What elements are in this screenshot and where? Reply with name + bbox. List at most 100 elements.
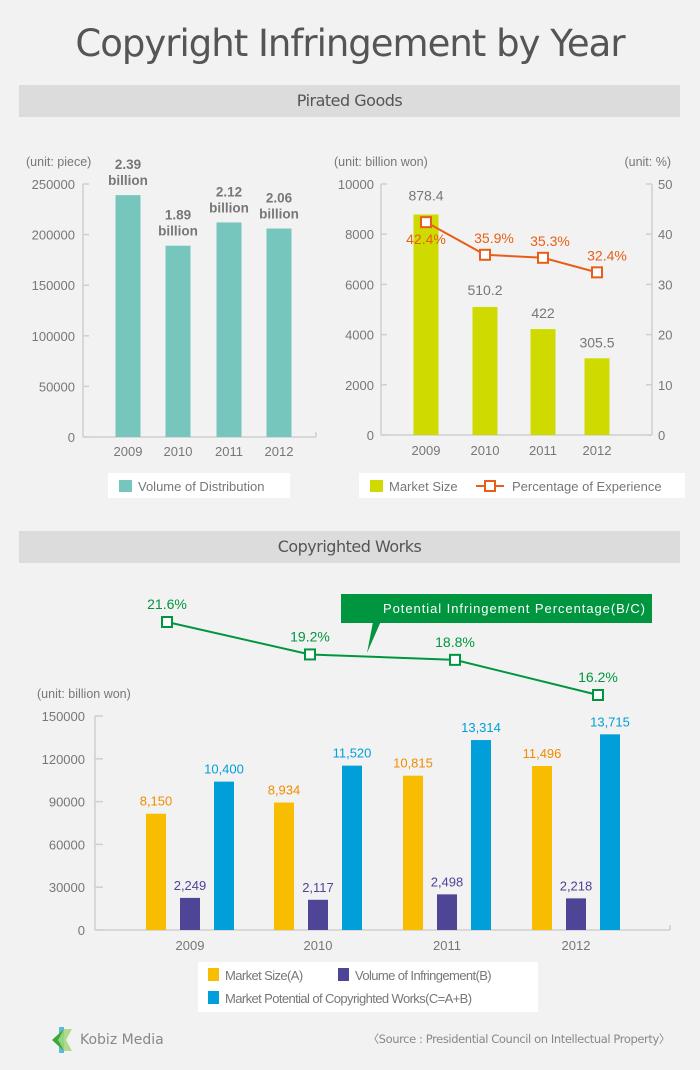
data-label: 2,498 [431, 874, 464, 889]
data-label: 510.2 [467, 282, 502, 298]
data-label-potential: 18.8% [435, 634, 475, 650]
bar-volume-2012 [266, 228, 292, 437]
data-label-percentage: 32.4% [587, 247, 627, 263]
bar-market-potential-c-2012 [600, 734, 620, 930]
data-label: 1.89 [165, 208, 191, 223]
x-tick-label: 2010 [164, 444, 193, 459]
y-tick-label: 60000 [49, 837, 85, 852]
data-label: 2,117 [302, 880, 334, 895]
data-label: 2,218 [560, 878, 593, 893]
x-tick-label: 2011 [215, 444, 243, 459]
bar-market-size-2012 [584, 358, 610, 435]
y-tick-label-right: 0 [658, 428, 665, 443]
data-label: 13,314 [461, 720, 501, 735]
legend-label: Volume of Distribution [138, 479, 264, 494]
legend-marker-icon [484, 480, 496, 492]
data-label: 10,815 [393, 756, 433, 771]
marker-percentage-2010 [479, 248, 491, 261]
section-header-copyrighted-works: Copyrighted Works [19, 531, 680, 563]
data-label: 11,496 [523, 746, 562, 761]
y-tick-label-right: 20 [658, 328, 672, 343]
unit-label-right: (unit: %) [624, 155, 671, 169]
callout-box [341, 594, 652, 623]
y-tick-label-left: 4000 [345, 328, 374, 343]
data-label: 422 [531, 305, 555, 321]
data-label: 878.4 [408, 188, 443, 204]
brand-name: Kobiz Media [80, 1032, 164, 1048]
y-tick-label-right: 30 [658, 277, 672, 292]
legend-label: Market Size [389, 479, 458, 494]
y-tick-label-right: 50 [658, 177, 672, 192]
legend-box [359, 473, 685, 498]
marker-percentage-2011 [537, 251, 549, 264]
source-note: 〈Source : Presidential Council on Intell… [367, 1032, 671, 1046]
y-tick-label-left: 6000 [345, 277, 374, 292]
unit-label: (unit: piece) [26, 155, 91, 169]
data-label: 2,249 [174, 878, 207, 893]
legend-box [198, 962, 538, 1012]
data-label-potential: 21.6% [147, 596, 187, 612]
y-tick-label: 250000 [32, 177, 75, 192]
legend-swatch-volume [119, 480, 132, 492]
unit-label-left: (unit: billion won) [334, 155, 428, 169]
legend-swatch-market-potential-c [208, 991, 219, 1004]
kobiz-logo-icon [52, 1027, 72, 1053]
data-label: 2.39 [115, 157, 141, 172]
y-tick-label-left: 8000 [345, 227, 374, 242]
line-percentage-of-experience [425, 221, 598, 274]
y-tick-label: 0 [78, 923, 85, 938]
y-tick-label: 90000 [49, 795, 85, 810]
y-tick-label-left: 2000 [345, 378, 374, 393]
data-label: billion [158, 224, 198, 239]
bar-volume-of-infringement-b-2010 [308, 899, 328, 930]
x-tick-label: 2011 [433, 938, 461, 953]
data-label: 305.5 [579, 334, 614, 350]
bar-market-potential-c-2009 [214, 781, 234, 930]
y-tick-label: 150000 [32, 278, 75, 293]
marker-potential-2011 [449, 653, 461, 666]
legend-swatch-market-size [370, 480, 383, 492]
bar-market-potential-c-2011 [471, 740, 491, 930]
line-potential-infringement [166, 621, 599, 696]
bar-market-size-2011 [530, 329, 556, 435]
bar-volume-2009 [115, 195, 141, 437]
data-label: 8,150 [140, 794, 173, 809]
legend-label: Market Potential of Copyrighted Works(C=… [225, 991, 472, 1006]
bar-volume-of-infringement-b-2009 [180, 897, 200, 930]
x-tick-label: 2009 [114, 444, 143, 459]
data-label-potential: 19.2% [290, 628, 330, 644]
y-tick-label-right: 40 [658, 227, 672, 242]
y-tick-label: 120000 [42, 752, 85, 767]
bar-volume-of-infringement-b-2012 [566, 898, 586, 930]
data-label: 10,400 [204, 762, 244, 777]
x-tick-label: 2009 [176, 938, 205, 953]
data-label: 2.12 [216, 184, 242, 199]
bar-volume-2010 [165, 245, 191, 437]
data-label: 8,934 [268, 783, 301, 798]
section-header-pirated-goods: Pirated Goods [19, 85, 680, 117]
data-label: 2.06 [266, 191, 293, 206]
y-tick-label: 100000 [32, 329, 75, 344]
callout-label: Potential Infringement Percentage(B/C) [383, 601, 645, 616]
x-tick-label: 2012 [583, 443, 612, 458]
y-tick-label: 150000 [42, 709, 85, 724]
x-tick-label: 2010 [471, 443, 500, 458]
legend-label: Percentage of Experience [512, 479, 662, 494]
bar-market-size-2009 [413, 214, 439, 435]
bar-volume-of-infringement-b-2011 [437, 894, 457, 930]
data-label: billion [108, 173, 148, 188]
page-title: Copyright Infringement by Year [75, 22, 625, 65]
data-label-percentage: 42.4% [406, 231, 446, 247]
bar-market-potential-c-2010 [342, 765, 362, 930]
bar-market-size-a-2010 [274, 802, 294, 930]
y-tick-label: 30000 [49, 880, 85, 895]
unit-label: (unit: billion won) [37, 687, 131, 701]
y-tick-label: 0 [68, 430, 75, 445]
y-tick-label: 50000 [39, 379, 75, 394]
marker-potential-2010 [304, 648, 316, 661]
bar-market-size-a-2009 [146, 813, 166, 930]
data-label: 11,520 [333, 746, 372, 761]
data-label-percentage: 35.9% [474, 230, 514, 246]
bar-market-size-a-2011 [403, 775, 423, 930]
